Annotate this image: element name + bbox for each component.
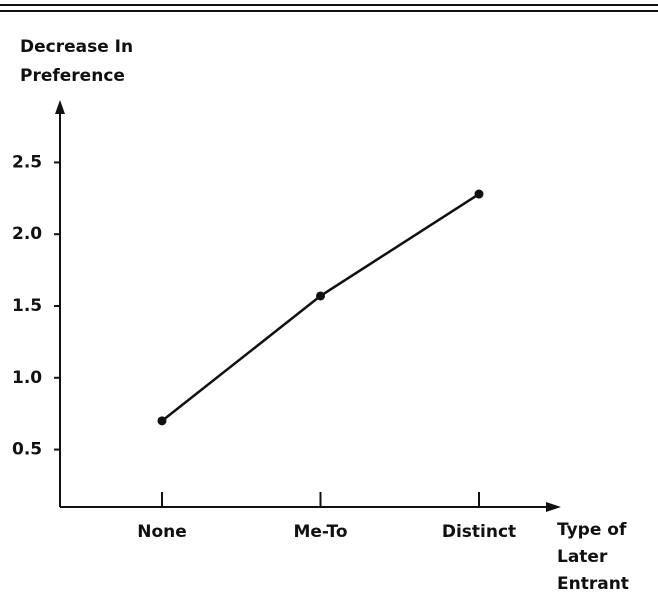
y-tick-label: 2.0 — [12, 224, 42, 244]
x-axis-label: Entrant — [557, 574, 629, 594]
x-tick-label: Distinct — [442, 522, 516, 542]
x-tick-label: None — [137, 522, 187, 542]
y-tick-label: 2.5 — [12, 152, 42, 172]
x-axis-label: Type of — [557, 520, 627, 540]
x-axis-arrow — [546, 502, 561, 512]
data-point — [474, 189, 484, 199]
y-tick-label: 1.5 — [12, 296, 42, 316]
x-axis-label: Later — [557, 547, 608, 567]
y-axis-label: Decrease In — [20, 37, 133, 57]
data-line — [161, 192, 480, 422]
data-point — [316, 291, 325, 301]
y-axis-label: Preference — [20, 66, 125, 86]
x-tick-label: Me-To — [293, 522, 347, 542]
y-tick-label: 1.0 — [12, 368, 42, 388]
y-tick-label: 0.5 — [12, 440, 42, 460]
y-axis-arrow — [55, 100, 65, 114]
data-point — [157, 416, 167, 426]
